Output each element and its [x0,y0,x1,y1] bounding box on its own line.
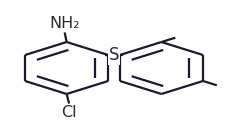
Text: NH₂: NH₂ [49,16,80,31]
Text: S: S [109,46,119,64]
Text: Cl: Cl [61,105,77,120]
